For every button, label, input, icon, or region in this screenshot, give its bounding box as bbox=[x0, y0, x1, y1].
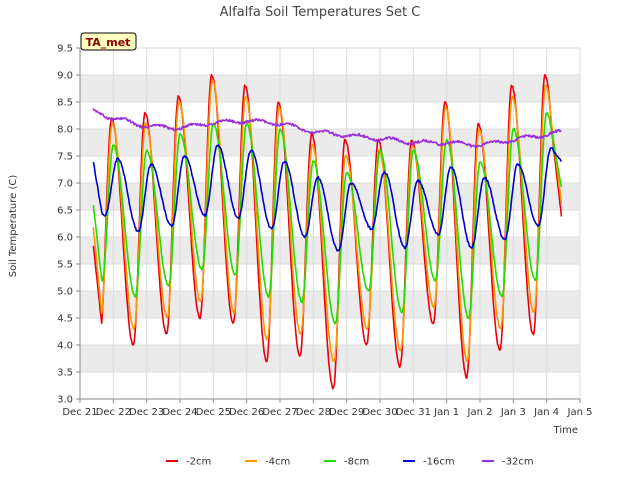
y-tick-label: 9.0 bbox=[57, 71, 73, 82]
x-tick-label: Dec 27 bbox=[262, 407, 297, 418]
x-tick-label: Dec 23 bbox=[129, 407, 164, 418]
y-tick-label: 8.0 bbox=[57, 125, 73, 136]
x-tick-label: Dec 29 bbox=[329, 407, 364, 418]
series-line-minus-32cm bbox=[92, 108, 562, 149]
grid-band bbox=[80, 237, 580, 264]
x-tick-label: Jan 5 bbox=[567, 407, 593, 418]
y-tick-label: 3.5 bbox=[57, 368, 73, 379]
y-axis-title: Soil Temperature (C) bbox=[8, 175, 19, 278]
x-tick-label: Dec 31 bbox=[396, 407, 431, 418]
grid-band bbox=[80, 75, 580, 102]
x-tick-label: Dec 22 bbox=[96, 407, 131, 418]
series-line-minus-16cm bbox=[92, 144, 563, 252]
series-line-minus-8cm bbox=[92, 112, 563, 325]
series-layer bbox=[92, 73, 563, 390]
x-tick-label: Dec 26 bbox=[229, 407, 264, 418]
y-tick-label: 3.0 bbox=[57, 395, 73, 406]
axis-layer: 3.0 3.5 4.0 4.5 5.0 5.5 6.0 6.5 7.0 7.5 8.0 8.5 9.0 9… bbox=[57, 44, 592, 419]
y-tick-label: 6.0 bbox=[57, 233, 73, 244]
grid-layer bbox=[79, 47, 581, 400]
badge-box bbox=[80, 32, 137, 51]
y-tick-label: 9.5 bbox=[57, 44, 73, 55]
legend: -2cm -4cm -8cm -16cm -32cm bbox=[166, 457, 534, 468]
x-tick-label: Dec 24 bbox=[162, 407, 197, 418]
y-tick-label: 4.5 bbox=[57, 314, 73, 325]
legend-label: -2cm bbox=[186, 457, 211, 468]
y-tick-label: 4.0 bbox=[57, 341, 73, 352]
y-tick-label: 5.0 bbox=[57, 287, 73, 298]
legend-label: -4cm bbox=[265, 457, 290, 468]
x-tick-label: Dec 30 bbox=[362, 407, 397, 418]
x-tick-label: Jan 2 bbox=[467, 407, 493, 418]
chart-title: Alfalfa Soil Temperatures Set C bbox=[220, 5, 421, 20]
legend-label: -16cm bbox=[423, 457, 455, 468]
y-tick-label: 5.5 bbox=[57, 260, 73, 271]
badge-label: TA_met bbox=[86, 36, 131, 49]
x-tick-label: Dec 21 bbox=[62, 407, 97, 418]
y-tick-label: 7.0 bbox=[57, 179, 73, 190]
x-tick-label: Dec 25 bbox=[196, 407, 231, 418]
legend-label: -32cm bbox=[502, 457, 534, 468]
legend-label: -8cm bbox=[344, 457, 369, 468]
x-tick-label: Jan 4 bbox=[533, 407, 559, 418]
y-tick-label: 7.5 bbox=[57, 152, 73, 163]
x-tick-label: Jan 1 bbox=[433, 407, 459, 418]
ta-met-badge: TA_met bbox=[80, 32, 137, 51]
y-tick-label: 6.5 bbox=[57, 206, 73, 217]
y-tick-label: 8.5 bbox=[57, 98, 73, 109]
x-tick-label: Dec 28 bbox=[296, 407, 331, 418]
x-axis-title: Time bbox=[553, 425, 578, 436]
x-tick-label: Jan 3 bbox=[500, 407, 526, 418]
